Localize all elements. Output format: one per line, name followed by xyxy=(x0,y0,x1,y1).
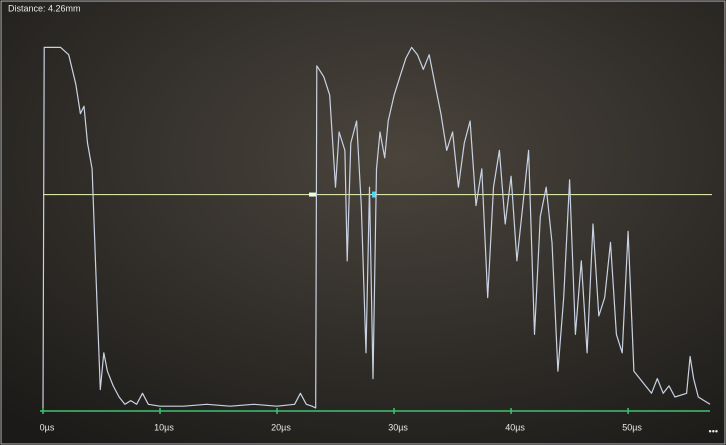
x-tick-label: 20µs xyxy=(271,422,291,432)
gate-marker xyxy=(372,191,376,198)
gate-marker xyxy=(309,192,316,197)
x-tick-label: 30µs xyxy=(388,422,408,432)
signal-trace xyxy=(42,46,711,409)
x-tick-label: 40µs xyxy=(505,422,525,432)
x-tick-label: 10µs xyxy=(154,422,174,432)
menu-button[interactable]: ••• xyxy=(709,426,718,436)
x-tick-label: 50µs xyxy=(622,422,642,432)
x-tick-label: 0µs xyxy=(40,422,55,432)
chart-title: Distance: 4.26mm xyxy=(8,3,81,13)
